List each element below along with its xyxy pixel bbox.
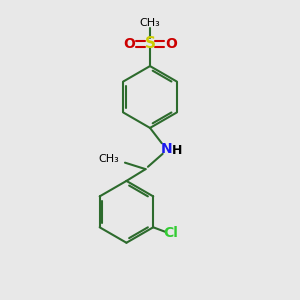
Text: O: O (123, 37, 135, 51)
Text: N: N (160, 142, 172, 155)
Text: S: S (145, 37, 155, 52)
Text: CH₃: CH₃ (140, 18, 160, 28)
Text: Cl: Cl (164, 226, 178, 240)
Text: CH₃: CH₃ (98, 154, 119, 164)
Text: H: H (172, 144, 183, 158)
Text: O: O (165, 37, 177, 51)
